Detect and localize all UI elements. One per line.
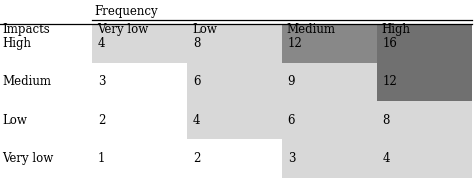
Text: Frequency: Frequency [95, 5, 158, 18]
Text: 4: 4 [193, 114, 201, 127]
Bar [187, 63, 282, 101]
Bar [282, 139, 377, 178]
Text: 12: 12 [288, 37, 302, 50]
Text: 4: 4 [383, 152, 390, 165]
Text: 2: 2 [98, 114, 106, 127]
Bar [92, 24, 187, 63]
Bar [92, 101, 187, 139]
Text: 1: 1 [98, 152, 106, 165]
Bar [377, 24, 472, 63]
Text: High: High [382, 23, 410, 36]
Text: Medium: Medium [287, 23, 336, 36]
Text: 3: 3 [98, 75, 106, 88]
Text: 12: 12 [383, 75, 397, 88]
Bar [377, 101, 472, 139]
Text: Very low: Very low [2, 152, 54, 165]
Text: High: High [2, 37, 31, 50]
Bar [92, 139, 187, 178]
Text: 8: 8 [383, 114, 390, 127]
Text: 6: 6 [193, 75, 201, 88]
Bar [187, 139, 282, 178]
Text: 3: 3 [288, 152, 295, 165]
Text: 2: 2 [193, 152, 201, 165]
Text: 8: 8 [193, 37, 201, 50]
Bar [282, 101, 377, 139]
Text: Low: Low [192, 23, 217, 36]
Bar [282, 24, 377, 63]
Text: Low: Low [2, 114, 27, 127]
Text: 9: 9 [288, 75, 295, 88]
Bar [377, 139, 472, 178]
Text: Medium: Medium [2, 75, 51, 88]
Bar [92, 63, 187, 101]
Bar [187, 24, 282, 63]
Bar [377, 63, 472, 101]
Text: 6: 6 [288, 114, 295, 127]
Bar [187, 101, 282, 139]
Text: 4: 4 [98, 37, 106, 50]
Text: Impacts: Impacts [2, 23, 50, 36]
Bar [282, 63, 377, 101]
Text: Very low: Very low [97, 23, 148, 36]
Text: 16: 16 [383, 37, 397, 50]
